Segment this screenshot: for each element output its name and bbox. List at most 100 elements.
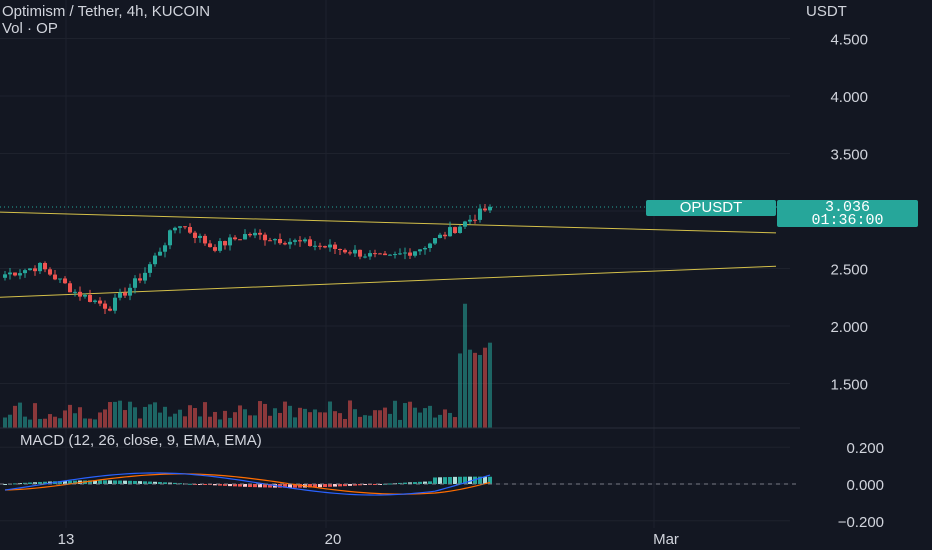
macd-histogram-bar bbox=[413, 482, 417, 484]
volume-bar bbox=[283, 401, 287, 428]
macd-histogram-bar bbox=[238, 484, 242, 487]
volume-bar bbox=[18, 402, 22, 428]
candle-body bbox=[93, 300, 97, 302]
volume-bar bbox=[333, 411, 337, 428]
x-tick-label: 20 bbox=[325, 531, 342, 548]
macd-histogram-bar bbox=[63, 480, 67, 484]
candle-body bbox=[403, 252, 407, 254]
volume-bar bbox=[78, 407, 82, 428]
macd-histogram-bar bbox=[148, 481, 152, 484]
macd-histogram-bar bbox=[348, 484, 352, 486]
candle-body bbox=[168, 230, 172, 246]
macd-histogram-bar bbox=[253, 484, 257, 488]
macd-histogram-bar bbox=[13, 483, 17, 485]
macd-histogram-bar bbox=[473, 476, 477, 484]
candle-body bbox=[308, 239, 312, 246]
volume-bar bbox=[443, 409, 447, 428]
volume-bar bbox=[438, 414, 442, 428]
volume-bar bbox=[83, 418, 87, 428]
candle-body bbox=[43, 262, 47, 270]
price-axis[interactable]: 4.5004.0003.5003.0002.5002.0001.5000.200… bbox=[830, 32, 884, 531]
candle-body bbox=[318, 245, 322, 247]
y-tick-label: 2.500 bbox=[830, 262, 868, 279]
volume-bar bbox=[243, 409, 247, 428]
candle-body bbox=[8, 272, 12, 275]
volume-bar bbox=[138, 418, 142, 428]
macd-histogram-bar bbox=[38, 481, 42, 484]
candle-body bbox=[78, 291, 82, 297]
macd-histogram-bar bbox=[288, 484, 292, 488]
volume-bar bbox=[53, 416, 57, 428]
volume-bar bbox=[313, 409, 317, 428]
candle-body bbox=[378, 253, 382, 255]
volume-bar bbox=[488, 342, 492, 428]
candle-body bbox=[13, 272, 17, 276]
candle-body bbox=[48, 269, 52, 275]
candle-body bbox=[223, 241, 227, 246]
macd-histogram-bar bbox=[403, 482, 407, 484]
candle-body bbox=[188, 227, 192, 233]
volume-bar bbox=[228, 417, 232, 428]
macd-histogram-bar bbox=[488, 476, 492, 484]
volume-bar bbox=[128, 401, 132, 428]
volume-bar bbox=[233, 412, 237, 428]
macd-histogram-bar bbox=[258, 484, 262, 488]
y-tick-label: 4.000 bbox=[830, 89, 868, 106]
macd-histogram-bar bbox=[213, 484, 217, 486]
macd-histogram-bar bbox=[263, 484, 267, 488]
volume-bar bbox=[208, 416, 212, 428]
volume-bar bbox=[203, 402, 207, 428]
volume-bar bbox=[473, 352, 477, 428]
candle-body bbox=[283, 243, 287, 245]
candle-body bbox=[103, 303, 107, 309]
volume-bar bbox=[133, 407, 137, 428]
volume-bar bbox=[98, 412, 102, 428]
candle-body bbox=[333, 244, 337, 249]
time-axis[interactable]: 13 20 Mar bbox=[58, 531, 679, 548]
macd-histogram-bar bbox=[233, 484, 237, 487]
macd-histogram-bar bbox=[223, 484, 227, 486]
macd-histogram-bar bbox=[118, 480, 122, 484]
candle-body bbox=[413, 251, 417, 256]
x-tick-label: 13 bbox=[58, 531, 75, 548]
volume-bar bbox=[13, 405, 17, 428]
candle-body bbox=[163, 245, 167, 252]
volume-bar bbox=[338, 413, 342, 428]
macd-histogram-bar bbox=[73, 480, 77, 484]
volume-bar bbox=[198, 416, 202, 428]
candle-body bbox=[173, 227, 177, 231]
volume-bar bbox=[413, 407, 417, 428]
candle-body bbox=[418, 249, 422, 252]
macd-histogram-bar bbox=[103, 480, 107, 484]
macd-histogram-bar bbox=[293, 484, 297, 488]
ticker-label: OPUSDT bbox=[646, 200, 776, 216]
macd-histogram-bar bbox=[98, 480, 102, 484]
volume-bar bbox=[183, 416, 187, 428]
candle-body bbox=[468, 219, 472, 222]
volume-bar bbox=[273, 408, 277, 428]
macd-histogram-bar bbox=[308, 484, 312, 488]
volume-bar bbox=[73, 413, 77, 428]
macd-histogram-bar bbox=[338, 484, 342, 487]
candle-body bbox=[298, 240, 302, 242]
candle-body bbox=[293, 240, 297, 242]
macd-histogram-bar bbox=[483, 476, 487, 484]
volume-bar bbox=[188, 405, 192, 428]
macd-histogram-bar bbox=[43, 481, 47, 484]
volume-bar bbox=[388, 413, 392, 428]
volume-bar bbox=[343, 418, 347, 428]
macd-histogram-bar bbox=[133, 480, 137, 484]
volume-bar bbox=[403, 403, 407, 428]
macd-histogram-bar bbox=[438, 477, 442, 484]
volume-bar bbox=[38, 418, 42, 428]
volume-bar bbox=[218, 419, 222, 428]
macd-histogram-bar bbox=[93, 480, 97, 484]
macd-histogram-bar bbox=[138, 481, 142, 484]
candle-body bbox=[368, 253, 372, 257]
candle-body bbox=[358, 249, 362, 257]
macd-histogram-bar bbox=[153, 481, 157, 484]
volume-bar bbox=[68, 404, 72, 428]
volume-bar bbox=[58, 418, 62, 428]
volume-bar bbox=[43, 418, 47, 428]
